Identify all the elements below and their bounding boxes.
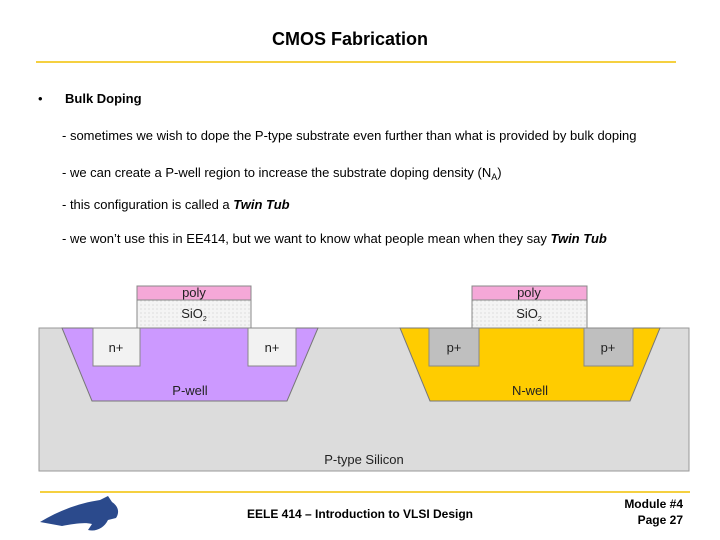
substrate-label: P-type Silicon <box>324 452 403 467</box>
text-span: - we can create a P-well region to incre… <box>62 165 491 180</box>
n-plus <box>92 327 141 367</box>
oxide <box>136 299 252 329</box>
subscript: 2 <box>203 316 207 323</box>
p-plus-label: p+ <box>601 340 616 355</box>
poly-label: poly <box>182 285 206 300</box>
n-plus-label: n+ <box>265 340 280 355</box>
n-plus-label: n+ <box>109 340 124 355</box>
bullet-dot: • <box>38 91 43 106</box>
p-plus-label: p+ <box>447 340 462 355</box>
p-plus <box>428 327 480 367</box>
text-line: - we can create a P-well region to incre… <box>62 165 502 182</box>
subscript: A <box>491 172 497 182</box>
footer-course: EELE 414 – Introduction to VLSI Design <box>247 507 473 521</box>
emphasis: Twin Tub <box>551 231 607 246</box>
n-plus <box>247 327 297 367</box>
poly-label: poly <box>517 285 541 300</box>
text-span: - this configuration is called a <box>62 197 233 212</box>
emphasis: Twin Tub <box>233 197 289 212</box>
text-line: - sometimes we wish to dope the P-type s… <box>62 128 636 143</box>
text-span: - we won’t use this in EE414, but we wan… <box>62 231 551 246</box>
n-well-label: N-well <box>512 383 548 398</box>
text-span: SiO <box>181 306 203 321</box>
text-line: - we won’t use this in EE414, but we wan… <box>62 231 607 246</box>
footer-module: Module #4 <box>624 497 683 511</box>
p-plus <box>583 327 634 367</box>
slide-title: CMOS Fabrication <box>272 29 428 49</box>
text-span: ) <box>497 165 501 180</box>
oxide <box>471 299 588 329</box>
p-well-label: P-well <box>172 383 208 398</box>
text-span: SiO <box>516 306 538 321</box>
oxide-label: SiO2 <box>181 306 207 323</box>
logo <box>40 496 119 531</box>
subscript: 2 <box>538 316 542 323</box>
text-line: - this configuration is called a Twin Tu… <box>62 197 290 212</box>
footer-page: Page 27 <box>638 513 684 527</box>
oxide-label: SiO2 <box>516 306 542 323</box>
text-span: - sometimes we wish to dope the P-type s… <box>62 128 636 143</box>
bullet-heading: Bulk Doping <box>65 91 142 106</box>
